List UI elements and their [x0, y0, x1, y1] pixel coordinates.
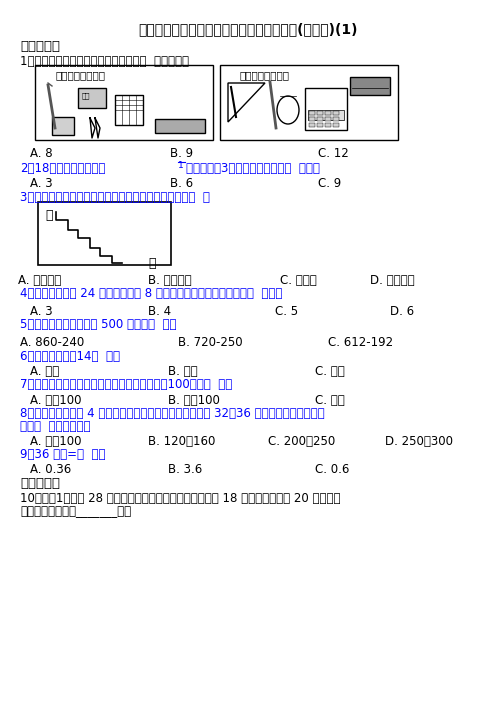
Text: 唱歌又会跳舞的有_______人。: 唱歌又会跳舞的有_______人。	[20, 505, 131, 518]
Text: C. 一样长: C. 一样长	[280, 274, 317, 287]
Text: B. 720-250: B. 720-250	[178, 336, 243, 349]
Text: 今天进的文具种类: 今天进的文具种类	[240, 70, 290, 80]
Bar	[309, 117, 315, 121]
Bar	[52, 117, 74, 135]
Text: C. 5: C. 5	[275, 305, 298, 318]
Text: A. 3: A. 3	[30, 177, 53, 190]
Bar	[333, 123, 339, 127]
Bar	[308, 110, 344, 120]
Text: C. 12: C. 12	[318, 147, 349, 160]
Text: C. 不变: C. 不变	[315, 394, 345, 407]
Text: 要给（  ）学生上课。: 要给（ ）学生上课。	[20, 420, 90, 433]
Text: 4．学校舞蹈队有 24 人，书法队有 8 人，舞蹈队的人数是书法队的（  ）倍。: 4．学校舞蹈队有 24 人，书法队有 8 人，舞蹈队的人数是书法队的（ ）倍。	[20, 287, 282, 300]
Text: 9．36 分钟=（  ）时: 9．36 分钟=（ ）时	[20, 448, 106, 461]
Bar	[155, 119, 205, 133]
Text: 昨天进的文具种类: 昨天进的文具种类	[55, 70, 105, 80]
Text: 甲: 甲	[45, 209, 53, 222]
Text: B. 减少100: B. 减少100	[168, 394, 220, 407]
Text: B. 乙周长长: B. 乙周长长	[148, 274, 191, 287]
Text: 二、填空题: 二、填空题	[20, 477, 60, 490]
Text: A. 860-240: A. 860-240	[20, 336, 84, 349]
Bar	[115, 95, 143, 125]
Text: A. 甲周长长: A. 甲周长长	[18, 274, 61, 287]
Text: 3．如图中长方形分成两个部分，哪个部分的周长长？（  ）: 3．如图中长方形分成两个部分，哪个部分的周长长？（ ）	[20, 191, 210, 204]
Text: 橡皮: 橡皮	[82, 92, 90, 98]
Bar	[325, 111, 331, 115]
Text: B. 3.6: B. 3.6	[168, 463, 202, 476]
Bar	[220, 65, 398, 140]
Text: A. 8: A. 8	[30, 147, 53, 160]
Text: C. 200～250: C. 200～250	[268, 435, 335, 448]
Text: 8．王老师每年要给 4 个班上体育课，每个班学生人数都在 32～36 之间，王老师每天大约: 8．王老师每年要给 4 个班上体育课，每个班学生人数都在 32～36 之间，王老…	[20, 407, 324, 420]
Text: 【压轴卷】小学三年级数学上期末一模试卷(附答案)(1): 【压轴卷】小学三年级数学上期末一模试卷(附答案)(1)	[138, 22, 358, 36]
Text: 5．下列算式中，得数比 500 大的是（  ）。: 5．下列算式中，得数比 500 大的是（ ）。	[20, 318, 177, 331]
Bar	[78, 88, 106, 108]
Bar	[38, 202, 171, 265]
Text: ，平均分给3个小朋友，每人得（  ）个。: ，平均分给3个小朋友，每人得（ ）个。	[186, 162, 320, 175]
Text: C. 9: C. 9	[318, 177, 341, 190]
Text: 6．一支钢笔长约14（  ）。: 6．一支钢笔长约14（ ）。	[20, 350, 120, 363]
Text: A. 0.36: A. 0.36	[30, 463, 71, 476]
Bar	[350, 77, 390, 95]
Text: C. 分米: C. 分米	[315, 365, 345, 378]
Text: B. 120～160: B. 120～160	[148, 435, 215, 448]
Text: D. 250～300: D. 250～300	[385, 435, 453, 448]
Text: D. 无法判断: D. 无法判断	[370, 274, 415, 287]
Text: 1．观察下图，可知商店两天一共进了（  ）种文具。: 1．观察下图，可知商店两天一共进了（ ）种文具。	[20, 55, 189, 68]
Text: B. 9: B. 9	[170, 147, 193, 160]
Text: 2．18个苹果，拿出它的: 2．18个苹果，拿出它的	[20, 162, 105, 175]
Text: B. 厘米: B. 厘米	[168, 365, 197, 378]
Text: A. 增加100: A. 增加100	[30, 394, 81, 407]
Bar	[317, 117, 323, 121]
Bar	[309, 123, 315, 127]
Bar	[325, 123, 331, 127]
Bar	[317, 123, 323, 127]
Text: A. 少于100: A. 少于100	[30, 435, 81, 448]
Text: 7．在加法中，一个加数不变，另一个加数增加100，和（  ）。: 7．在加法中，一个加数不变，另一个加数增加100，和（ ）。	[20, 378, 232, 391]
Bar	[309, 111, 315, 115]
Text: A. 毫米: A. 毫米	[30, 365, 59, 378]
Bar	[325, 117, 331, 121]
Text: 10．三（1）班有 28 人参加了歌舞兴趣小组，会唱歌的有 18 人，会跳舞的有 20 人，既会: 10．三（1）班有 28 人参加了歌舞兴趣小组，会唱歌的有 18 人，会跳舞的有…	[20, 492, 340, 505]
Bar	[333, 117, 339, 121]
Text: 一、选择题: 一、选择题	[20, 40, 60, 53]
Text: 1: 1	[178, 161, 184, 170]
Text: D. 6: D. 6	[390, 305, 414, 318]
Text: B. 4: B. 4	[148, 305, 171, 318]
Text: C. 612-192: C. 612-192	[328, 336, 393, 349]
Text: C. 0.6: C. 0.6	[315, 463, 349, 476]
Bar	[35, 65, 213, 140]
Text: B. 6: B. 6	[170, 177, 193, 190]
Bar	[333, 111, 339, 115]
Bar	[305, 88, 347, 130]
Text: 乙: 乙	[148, 257, 156, 270]
Bar	[317, 111, 323, 115]
Text: A. 3: A. 3	[30, 305, 53, 318]
